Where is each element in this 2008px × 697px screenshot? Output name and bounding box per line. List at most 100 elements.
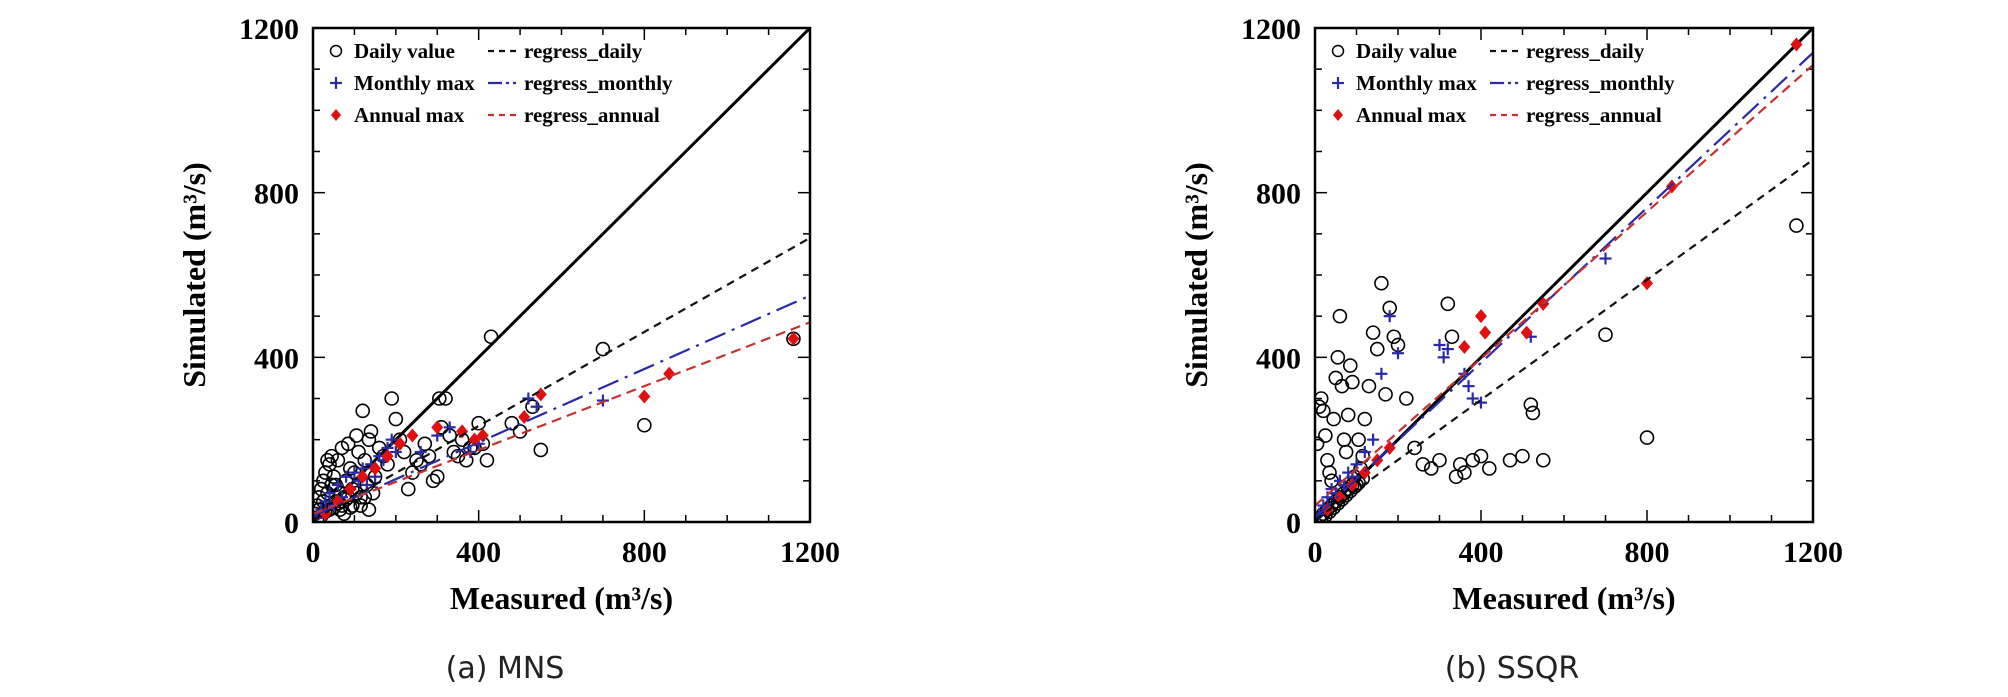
monthly-point [1466, 392, 1479, 405]
daily-point [479, 452, 495, 468]
x-tick-label: 1200 [1783, 536, 1843, 569]
annual-point [787, 331, 800, 346]
daily-point [421, 448, 437, 464]
plot-frame [1313, 26, 1815, 524]
panel-caption: (a) MNS [446, 651, 565, 686]
regress-annual-line [313, 321, 810, 515]
daily-point [1365, 325, 1381, 340]
legend-reg_monthly-label: regress_monthly [1526, 71, 1675, 95]
daily-point [1318, 428, 1333, 443]
plot-area [1315, 28, 1813, 522]
daily-point [1523, 397, 1539, 412]
daily-point [1326, 411, 1341, 427]
y-tick-label: 0 [1286, 507, 1301, 540]
y-tick-label: 800 [254, 178, 299, 211]
y-tick-label: 800 [1256, 178, 1301, 211]
daily-point [504, 415, 520, 431]
daily-point [318, 465, 333, 480]
daily-point [322, 457, 337, 472]
daily-point [1399, 391, 1414, 406]
x-tick-label: 800 [1625, 536, 1670, 569]
y-tick-label: 400 [1256, 342, 1301, 375]
monthly-point [443, 421, 456, 434]
annual-point [1475, 309, 1487, 324]
annual-point [1641, 276, 1653, 291]
regress-daily-line [1315, 158, 1813, 521]
daily-point [340, 436, 356, 452]
daily-point [1315, 436, 1325, 452]
annual-point [638, 389, 651, 404]
x-tick-label: 0 [1308, 536, 1323, 569]
daily-point [1482, 461, 1497, 476]
y-tick-label: 400 [254, 342, 299, 375]
daily-point [1473, 448, 1489, 464]
plot-area [313, 28, 810, 522]
daily-point [1338, 444, 1354, 460]
daily-point [1378, 387, 1393, 402]
daily-point [429, 469, 445, 485]
daily-point [637, 417, 652, 433]
daily-point [361, 432, 377, 447]
annual-point [456, 424, 469, 439]
daily-point [1444, 329, 1460, 345]
monthly-point [1437, 351, 1450, 364]
legend-annual-label: Annual max [354, 103, 465, 127]
legend: Daily value Monthly max Annual max regress_… [1331, 39, 1675, 127]
daily-point [1322, 465, 1337, 480]
daily-point [1639, 430, 1655, 445]
monthly-point [385, 433, 398, 446]
daily-point [1316, 403, 1331, 419]
legend-daily-marker [329, 44, 343, 58]
daily-point [425, 473, 441, 489]
daily-point [1351, 432, 1366, 447]
annual-point [1458, 340, 1471, 355]
y-tick-label: 0 [284, 507, 299, 540]
monthly-point [414, 446, 427, 459]
legend: Daily value Monthly max Annual max regress_… [329, 39, 673, 127]
plot-frame [311, 26, 812, 524]
daily-point [438, 391, 453, 406]
x-tick-label: 1200 [780, 536, 840, 569]
daily-point [400, 481, 416, 497]
daily-point [336, 506, 352, 522]
monthly-point [331, 478, 344, 491]
daily-point [1336, 432, 1352, 447]
daily-point [361, 502, 377, 517]
x-axis-title: Measured (m³/s) [1452, 580, 1675, 616]
daily-point [1535, 452, 1551, 468]
monthly-point [1358, 446, 1371, 459]
monthly-point [1383, 310, 1396, 323]
daily-point [353, 498, 368, 513]
legend-monthly-label: Monthly max [354, 71, 475, 95]
y-axis-title: Simulated (m³/s) [1178, 162, 1214, 388]
legend-reg_daily-label: regress_daily [524, 39, 643, 63]
daily-point [1457, 465, 1472, 480]
daily-point [1525, 405, 1541, 421]
daily-point [1340, 407, 1356, 423]
daily-point [1361, 378, 1377, 394]
y-tick-label: 1200 [239, 13, 299, 46]
daily-point [1315, 399, 1327, 415]
monthly-point [1462, 380, 1475, 393]
annual-point [1520, 325, 1533, 340]
daily-point [1345, 374, 1360, 390]
regress-monthly-line [313, 294, 810, 517]
legend-daily-label: Daily value [354, 39, 455, 63]
daily-point [1369, 341, 1385, 357]
regress-daily-line [313, 236, 810, 521]
annual-point [1790, 37, 1803, 52]
legend-daily-marker [1331, 44, 1345, 58]
daily-point [1432, 452, 1447, 468]
daily-point [1515, 448, 1530, 464]
daily-point [1789, 218, 1804, 233]
monthly-point [1599, 252, 1612, 265]
legend-reg_daily-label: regress_daily [1526, 39, 1645, 63]
daily-point [595, 341, 611, 357]
legend-reg_annual-label: regress_annual [524, 103, 660, 127]
daily-point [1334, 378, 1350, 394]
daily-point [363, 424, 379, 439]
monthly-point [323, 487, 336, 500]
monthly-point [340, 470, 353, 483]
annual-point [344, 482, 357, 497]
daily-point [355, 403, 371, 419]
